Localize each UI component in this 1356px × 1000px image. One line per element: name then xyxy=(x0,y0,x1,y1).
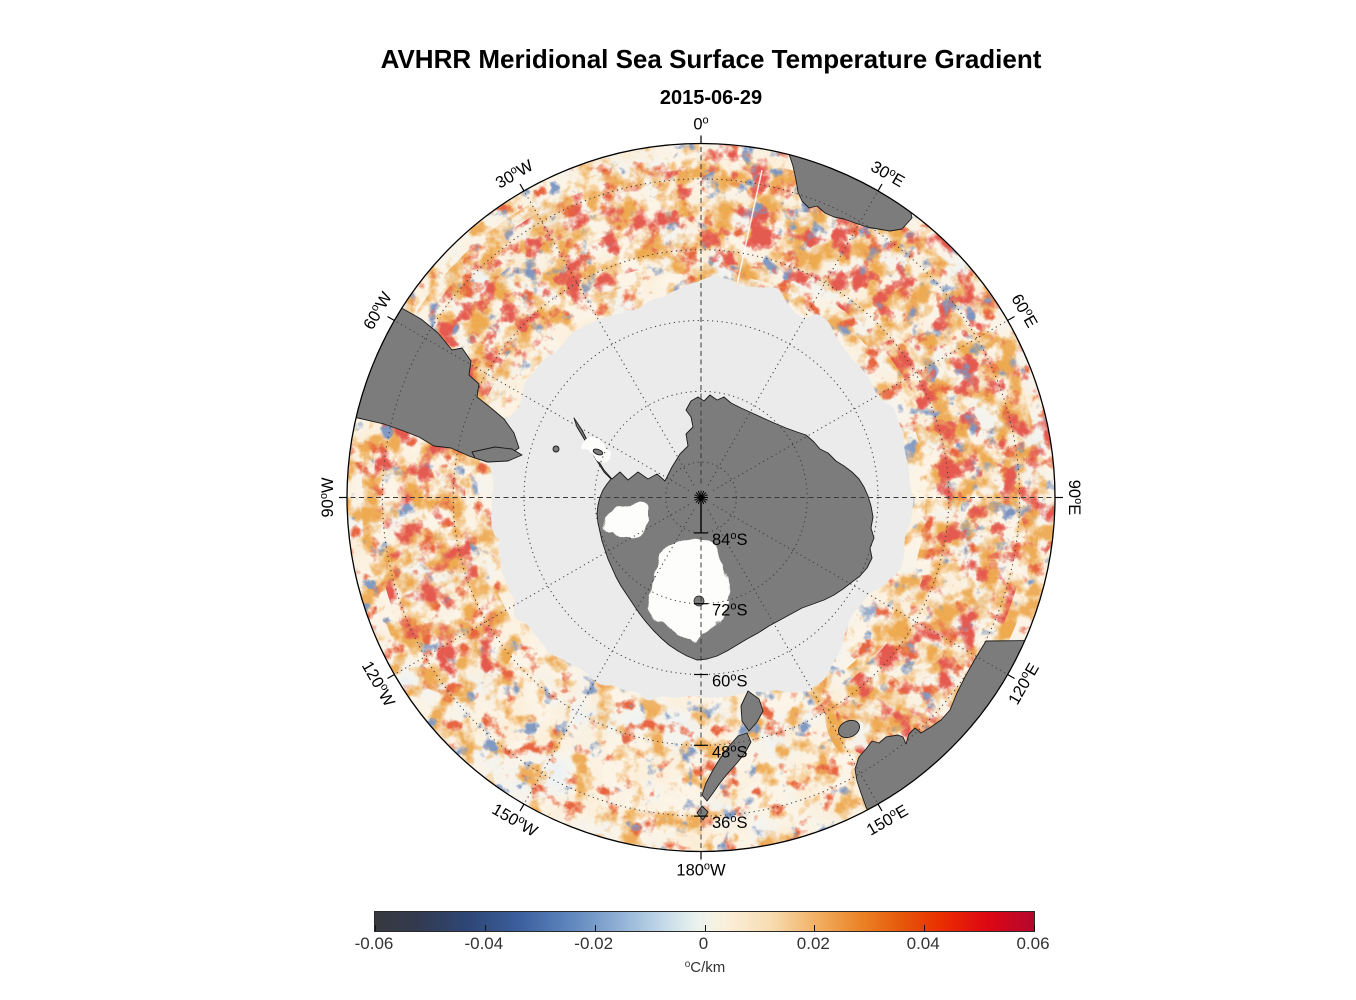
figure-title: AVHRR Meridional Sea Surface Temperature… xyxy=(380,44,1042,74)
latitude-label-84S: 84oS xyxy=(712,530,748,549)
rim-tick-120W xyxy=(387,673,395,680)
colorbar-label-0.04: 0.04 xyxy=(906,934,940,953)
tasmania xyxy=(838,719,860,739)
colorbar-tick--0.02 xyxy=(594,925,596,931)
colorbar-label--0.06: -0.06 xyxy=(354,934,394,953)
new-zealand xyxy=(696,690,764,821)
latitude-label-60S: 60oS xyxy=(712,672,748,691)
colorbar-labels: -0.06 -0.04 -0.02 0 0.02 0.04 0.06 xyxy=(355,934,1050,956)
meridian-label-60E: 60oE xyxy=(1007,291,1041,331)
latitude-label-36S: 36oS xyxy=(712,813,748,832)
meridian-label-90W: 90oW xyxy=(318,477,337,517)
colorbar-tick--0.06 xyxy=(375,925,376,931)
south-pole-marker xyxy=(694,490,708,533)
rim-tick-60W xyxy=(387,315,395,322)
meridian-label-90E: 90oE xyxy=(1065,480,1084,516)
antarctica xyxy=(573,394,875,661)
figure-subtitle: 2015-06-29 xyxy=(659,87,763,109)
meridian-label-0: 0o xyxy=(693,115,708,134)
colorbar-label--0.04: -0.04 xyxy=(464,934,504,953)
rim-tick-30E xyxy=(877,183,883,192)
rim-tick-60E xyxy=(1007,315,1015,322)
colorbar-tick-0 xyxy=(704,925,706,931)
rim-tick-150W xyxy=(519,803,525,812)
colorbar-tick-0.04 xyxy=(924,925,926,931)
meridian-label-30E: 30oE xyxy=(868,157,908,191)
rim-ticks xyxy=(339,135,1063,860)
malvinas-band-negative xyxy=(449,222,617,373)
graticule-circle-72S xyxy=(594,390,808,605)
latitude-labels: 84oS 72oS 60oS 48oS 36oS xyxy=(694,530,748,832)
colorbar-unit: oC/km xyxy=(684,959,726,976)
colorbar xyxy=(374,911,1035,932)
colorbar-label--0.02: -0.02 xyxy=(574,934,614,953)
latitude-label-48S: 48oS xyxy=(712,742,748,761)
ross-island xyxy=(693,595,705,607)
colorbar-label-0.02: 0.02 xyxy=(796,934,830,953)
latitude-label-72S: 72oS xyxy=(712,601,748,620)
rim-tick-30W xyxy=(519,183,525,192)
meridian-label-30W: 30oW xyxy=(492,156,537,193)
colorbar-label-0.06: 0.06 xyxy=(1016,934,1050,953)
colorbar-tick-0.02 xyxy=(814,925,816,931)
rim-tick-150E xyxy=(877,803,883,812)
meridian-label-180W: 180oW xyxy=(676,861,726,880)
rim-tick-120E xyxy=(1007,673,1015,680)
colorbar-label-0: 0 xyxy=(698,934,709,953)
degree-symbol: o xyxy=(684,959,691,970)
colorbar-tick--0.04 xyxy=(484,925,486,931)
colorbar-tick-0.06 xyxy=(1034,925,1035,931)
